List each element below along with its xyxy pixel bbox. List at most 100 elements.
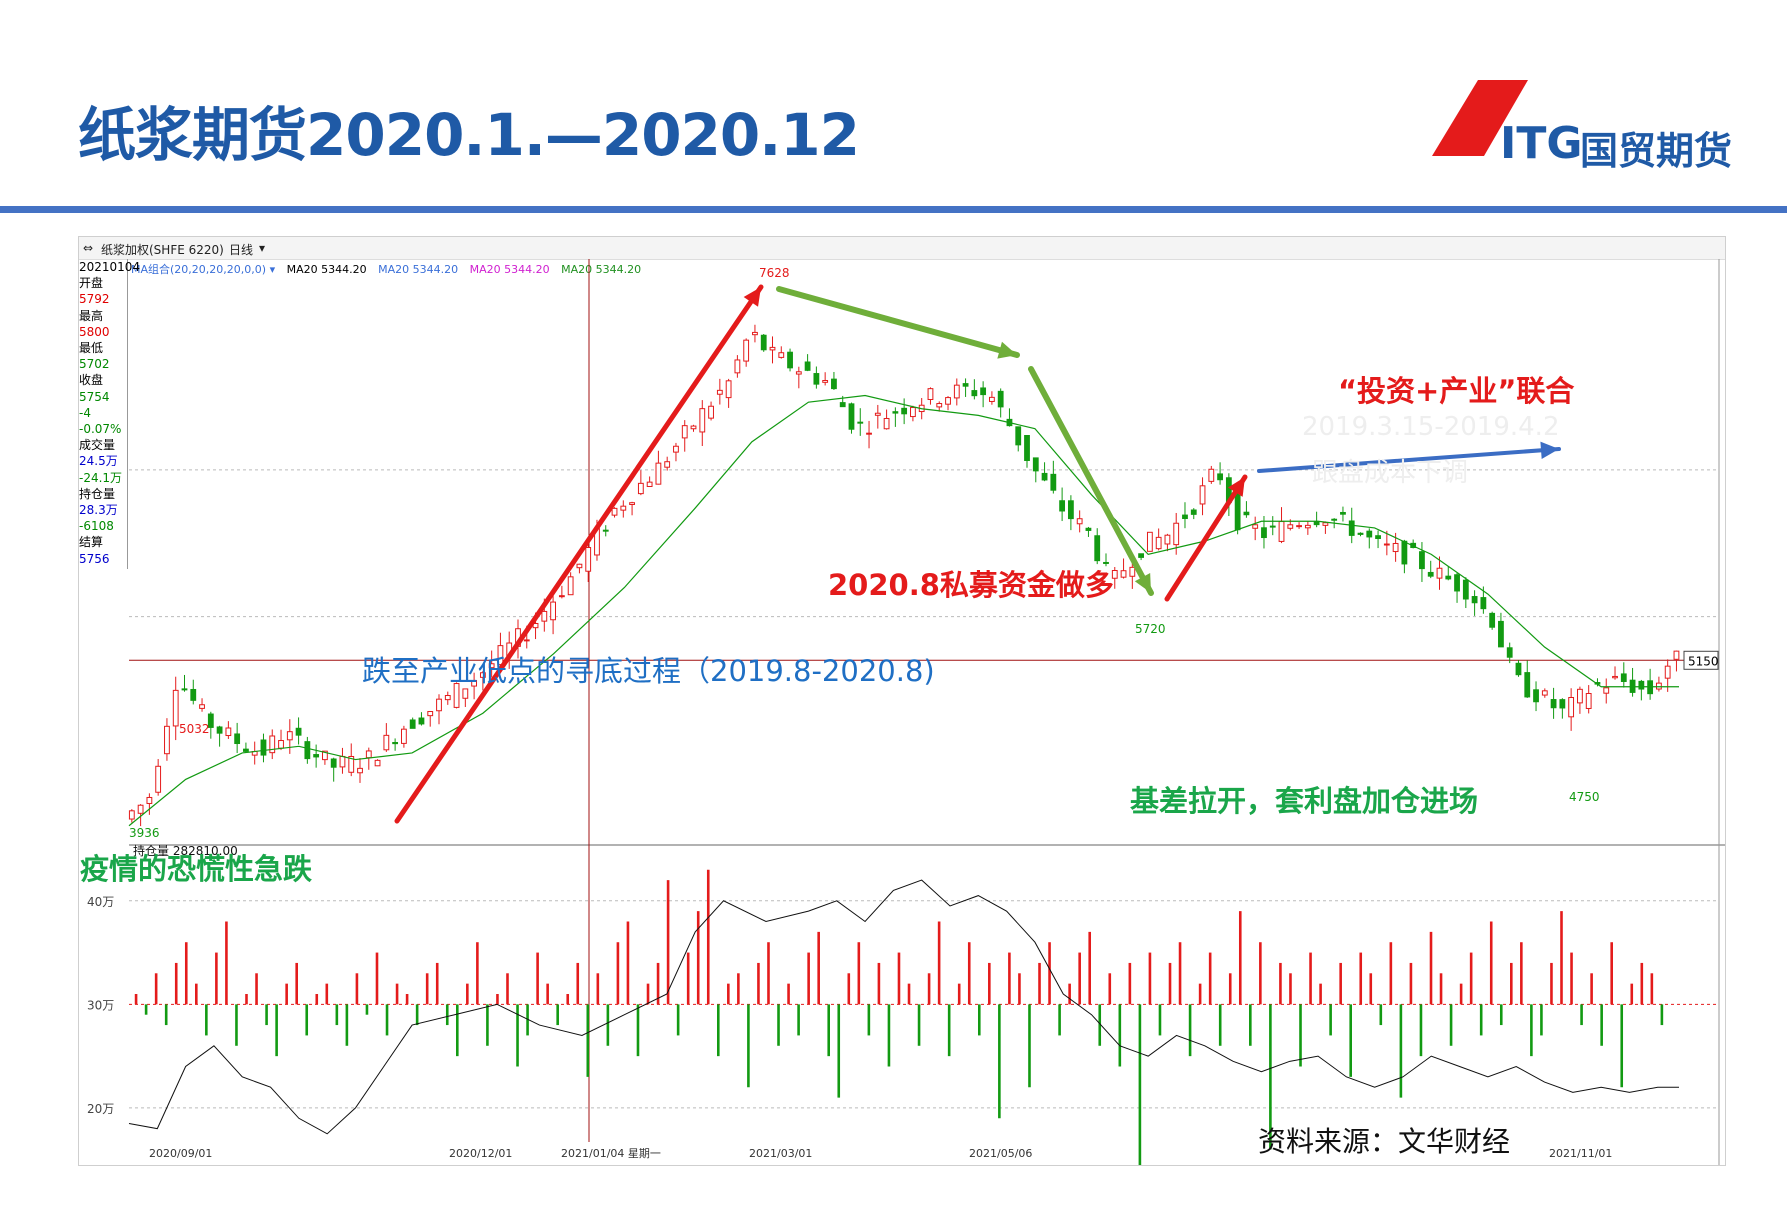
candle-body [1252, 524, 1259, 529]
arrow-consolidation [776, 286, 1020, 358]
candle-body [664, 461, 671, 468]
candle-body [1427, 571, 1434, 577]
candle-body [874, 412, 881, 416]
date-axis-label: 2020/09/01 [149, 1147, 212, 1160]
candle-body [190, 688, 197, 701]
candle-body [1638, 680, 1645, 690]
price-chart: 5150 40万 30万 20万 持仓量 282810.00 2020/09/01 2020… [87, 259, 1725, 1165]
candle-body [980, 387, 987, 396]
annotation-private-fund: 2020.8私募资金做多 [828, 568, 1114, 602]
candle-body [225, 727, 232, 737]
candle-body [1103, 561, 1109, 564]
candle-body [1366, 530, 1373, 538]
candle-body [1585, 693, 1592, 709]
candle-body [1120, 570, 1127, 578]
candle-body [269, 735, 276, 754]
candle-body [1322, 522, 1329, 526]
candle-body [1462, 579, 1469, 600]
candle-body [322, 750, 328, 761]
candle-body [795, 371, 802, 375]
candle-body [1032, 457, 1039, 472]
candle-body [207, 713, 214, 728]
price-tag-label: 5150 [1688, 654, 1719, 668]
candle-body [558, 595, 565, 598]
ma-group-label[interactable]: MA组合(20,20,20,20,0,0) [131, 263, 267, 276]
period-select[interactable]: 日线 [229, 243, 254, 257]
quote-info-row: 最高 [79, 308, 104, 323]
annotation-faded-cost: 跟盘成本下调 [1312, 458, 1469, 488]
candle-body [611, 507, 618, 516]
candle-body [743, 339, 750, 362]
annotation-panic-drop: 疫情的恐慌性急跌 [80, 852, 313, 886]
logo-text: ITG [1500, 118, 1583, 169]
candle-body [1524, 672, 1531, 698]
candle-body [1436, 567, 1443, 579]
arrow-rebound [1164, 474, 1248, 602]
candle-body [146, 796, 153, 804]
candle-body [1243, 511, 1250, 516]
candle-body [927, 388, 934, 400]
candle-body [1173, 522, 1180, 546]
candle-body [1489, 612, 1496, 628]
candle-body [444, 695, 451, 701]
candle-body [1664, 665, 1671, 679]
candle-body [1164, 534, 1171, 545]
candle-body [778, 352, 785, 358]
ma3-label: MA20 5344.20 [469, 263, 550, 276]
source-note: 资料来源：文华财经 [1258, 1125, 1511, 1158]
candle-body [1620, 673, 1627, 682]
volume-axis-label: 40万 [87, 895, 114, 909]
candle-body [1155, 536, 1162, 550]
candle-body [953, 384, 960, 399]
volume-axis-label: 30万 [87, 998, 114, 1012]
candle-body [304, 741, 311, 760]
candle-body [278, 740, 284, 749]
candle-body [295, 727, 302, 736]
arrow-invest-trend [1257, 447, 1561, 473]
candle-body [418, 717, 425, 725]
symbol-label[interactable]: 纸浆加权(SHFE 6220) [101, 243, 224, 257]
candle-body [1445, 575, 1452, 580]
date-axis-label: 2020/12/01 [449, 1147, 512, 1160]
candle-body [1296, 525, 1302, 528]
candle-body [1190, 509, 1197, 515]
chevron-down-icon[interactable]: ▾ [259, 241, 266, 255]
candle-body [400, 728, 407, 744]
candle-body [813, 373, 820, 385]
candle-body [243, 748, 249, 752]
low-value-label: 4750 [1569, 790, 1600, 804]
candle-body [137, 804, 144, 814]
candle-body [629, 502, 635, 505]
candle-body [1515, 662, 1522, 676]
quote-info-row: 28.3万 [79, 503, 118, 518]
candle-body [365, 750, 372, 759]
local-high-label: 5032 [179, 722, 210, 736]
candle-body [760, 334, 767, 351]
candle-body [260, 739, 267, 756]
candle-body [1375, 535, 1381, 539]
annotation-basis: 基差拉开，套利盘加仓进场 [1130, 784, 1479, 818]
candle-body [357, 767, 363, 774]
candle-body [945, 397, 951, 405]
volume-axis-label: 20万 [87, 1102, 114, 1116]
candle-body [637, 482, 644, 495]
candle-body [1094, 535, 1101, 562]
candle-body [1261, 527, 1267, 539]
candle-body [620, 505, 627, 511]
ma-group-chevron-icon[interactable]: ▾ [269, 263, 276, 276]
candle-body [1076, 518, 1083, 525]
annotation-faded-dates: 2019.3.15-2019.4.2 [1302, 412, 1560, 442]
candle-body [164, 725, 170, 755]
arrow-invest-trend-head [1540, 441, 1559, 459]
candle-body [1383, 543, 1390, 546]
quote-info-row: 收盘 [79, 373, 104, 388]
candle-body [348, 755, 355, 773]
candle-body [216, 726, 223, 734]
candle-body [971, 390, 978, 397]
chain-icon[interactable]: ⇔ [83, 241, 94, 255]
candle-body [1129, 566, 1136, 577]
candle-body [1612, 675, 1618, 679]
candle-body [453, 683, 460, 708]
candle-body [172, 689, 179, 727]
candle-body [1498, 620, 1504, 648]
